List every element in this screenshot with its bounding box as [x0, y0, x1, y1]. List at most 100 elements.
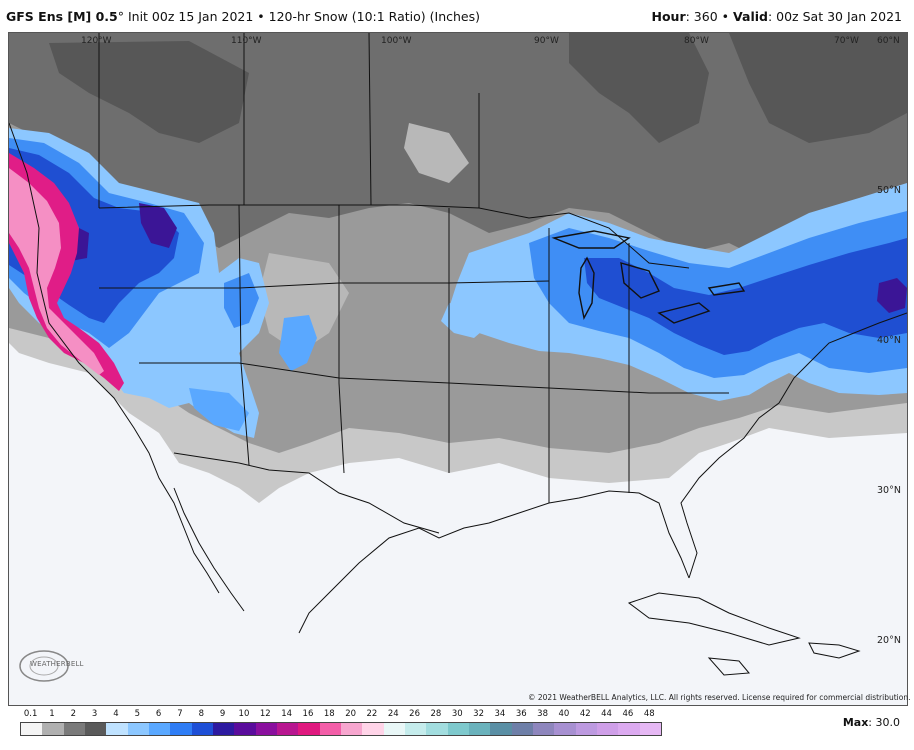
state-line-5 — [139, 362, 729, 394]
colorbar-swatch — [84, 723, 107, 735]
colorbar-tick-label: 5 — [134, 709, 141, 719]
colorbar-tick-label: 16 — [302, 709, 314, 719]
state-line-4 — [99, 280, 550, 289]
colorbar-swatch — [383, 723, 405, 735]
colorbar-tick-label: 1 — [49, 709, 55, 719]
west-coastline — [9, 122, 220, 594]
snow-colorado-blue — [189, 315, 317, 431]
map-title: GFS Ens [M] 0.5° Init 00z 15 Jan 2021 • … — [6, 9, 480, 24]
degree-mark: ° — [117, 9, 124, 24]
canada-province-lines — [98, 33, 480, 208]
snow-west-purple — [64, 203, 177, 261]
colorbar-tick-label: 26 — [409, 709, 421, 719]
snow-field-darkest-grey — [49, 33, 907, 143]
gulf-coastline — [298, 490, 690, 634]
snow-east-dark-blue — [584, 238, 907, 355]
hour-value: : 360 — [685, 9, 718, 24]
colorbar-swatch — [298, 723, 320, 735]
valid-value: : 00z Sat 30 Jan 2021 — [767, 9, 902, 24]
lake-ontario — [707, 282, 746, 296]
colorbar-swatch — [511, 723, 533, 735]
colorbar-tick-label: 22 — [366, 709, 378, 719]
colorbar-swatch — [618, 723, 640, 735]
colorbar-tick-label: 32 — [473, 709, 485, 719]
colorbar-tick-label: 9 — [219, 709, 226, 719]
latitude-label: 40°N — [877, 335, 901, 346]
separator-dot: • — [721, 9, 730, 24]
colorbar-ticks: 0.1 1 2 3 4 5 6 7 8 9 10 12 14 16 18 20 22 24 26 28 30 32 34 36… — [20, 709, 660, 721]
colorbar-swatch — [596, 723, 619, 735]
latitude-label: 30°N — [877, 485, 901, 496]
max-value: : 30.0 — [868, 716, 900, 729]
colorbar-swatch — [63, 723, 85, 735]
colorbar-swatch — [148, 723, 171, 735]
colorbar-swatch — [170, 723, 192, 735]
colorbar-tick-label: 2 — [70, 709, 77, 719]
longitude-label: 120°W — [81, 36, 112, 46]
colorbar-swatch — [447, 723, 469, 735]
colorbar-tick-label: 8 — [198, 709, 205, 719]
weatherbell-logo-icon — [19, 650, 69, 682]
snow-field-pale-grey-patch — [259, 123, 469, 353]
colorbar-tick-label: 48 — [643, 709, 655, 719]
colorbar-tick-label: 36 — [515, 709, 527, 719]
colorbar-tick-label: 30 — [451, 709, 463, 719]
snow-ohio-blue — [441, 303, 489, 338]
caribbean-islands — [707, 642, 861, 676]
colorbar-swatch — [340, 723, 363, 735]
colorbar-tick-label: 18 — [323, 709, 335, 719]
lake-superior — [551, 230, 631, 249]
valid-time-info: Hour: 360 • Valid: 00z Sat 30 Jan 2021 — [652, 9, 903, 24]
colorbar-swatch — [468, 723, 491, 735]
colorbar-swatch — [255, 723, 277, 735]
longitude-label: 60°N — [877, 36, 900, 46]
valid-label: Valid — [733, 9, 768, 24]
colorbar-tick-label: 38 — [537, 709, 548, 719]
max-value-label: Max: 30.0 — [843, 716, 900, 729]
colorbar-swatch — [42, 723, 64, 735]
copyright-notice: © 2021 WeatherBELL Analytics, LLC. All r… — [528, 693, 911, 702]
colorbar-swatch — [554, 723, 576, 735]
map-canvas — [9, 33, 907, 705]
colorbar-tick-label: 3 — [91, 709, 98, 719]
east-coastline — [680, 312, 907, 579]
lake-erie — [657, 302, 711, 324]
snow-west-pink — [9, 168, 104, 375]
latitude-label: 50°N — [877, 185, 901, 196]
colorbar-swatch — [212, 723, 235, 735]
cuba-outline — [627, 592, 801, 646]
colorbar-tick-label: 7 — [177, 709, 183, 719]
longitude-label: 110°W — [231, 36, 262, 46]
colorbar-swatch — [276, 723, 299, 735]
colorbar-swatch — [191, 723, 213, 735]
lake-huron — [620, 262, 660, 299]
us-mexico-border — [173, 452, 440, 534]
colorbar-swatch — [362, 723, 384, 735]
lake-michigan — [578, 256, 595, 321]
longitude-label: 70°W — [834, 36, 859, 46]
max-label: Max — [842, 716, 869, 729]
baja-coastline — [173, 487, 245, 612]
colorbar-tick-label: 10 — [238, 709, 250, 719]
colorbar-tick-label: 6 — [155, 709, 162, 719]
colorbar-swatch — [490, 723, 512, 735]
great-lakes — [551, 230, 746, 324]
colorbar-tick-label: 12 — [259, 709, 271, 719]
colorbar-tick-label: 34 — [494, 709, 506, 719]
colorbar-swatch — [21, 723, 43, 735]
header: GFS Ens [M] 0.5° Init 00z 15 Jan 2021 • … — [0, 0, 914, 30]
colorbar-swatch — [404, 723, 427, 735]
init-time: Init 00z 15 Jan 2021 — [124, 9, 254, 24]
snow-east-purple — [877, 278, 907, 313]
hour-label: Hour — [651, 9, 686, 24]
colorbar-tick-label: 4 — [113, 709, 119, 719]
state-line-2 — [338, 205, 345, 474]
colorbar-tick-label: 14 — [281, 709, 293, 719]
colorbar-tick-label: 20 — [345, 709, 357, 719]
separator-dot: • — [257, 9, 265, 24]
longitude-label: 100°W — [381, 36, 412, 46]
colorbar-tick-label: 40 — [558, 709, 570, 719]
logo-text: WEATHERBELL — [30, 660, 84, 668]
colorbar-swatch — [106, 723, 128, 735]
colorbar-tick-label: 42 — [579, 709, 591, 719]
